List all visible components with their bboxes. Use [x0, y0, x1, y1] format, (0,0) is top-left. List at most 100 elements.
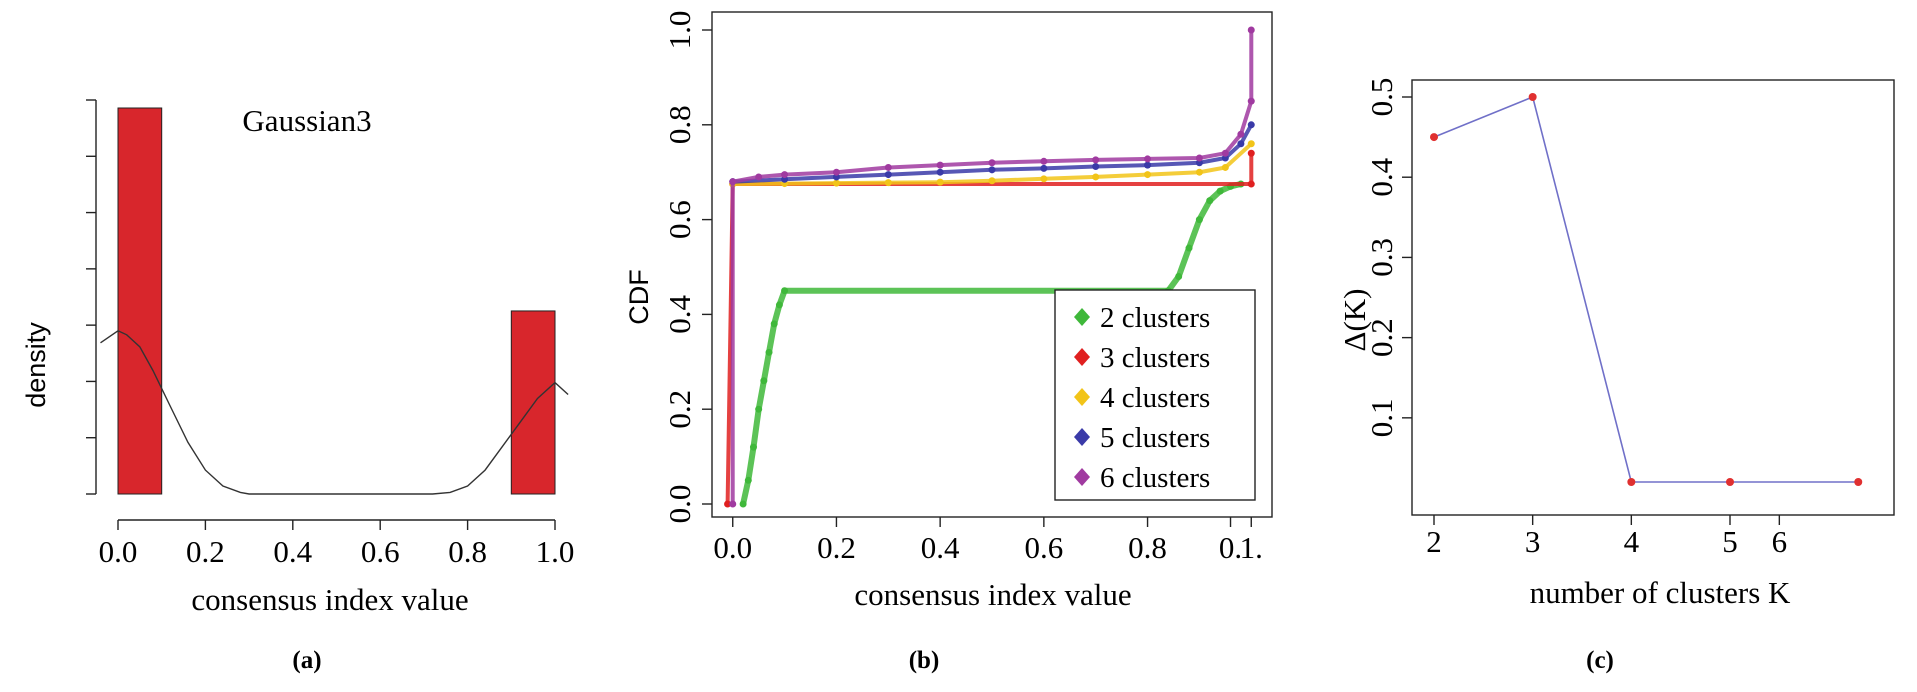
- panel-c-ytick-label-0: 0.1: [1364, 398, 1399, 437]
- panel-a-label: (a): [292, 647, 321, 674]
- panel-c-plot-frame: [1411, 79, 1895, 516]
- panel-c-point-3: [1726, 478, 1734, 486]
- panel-b-point-2-4: [936, 178, 944, 186]
- panel-c-xtick-label-2: 4: [1624, 524, 1640, 559]
- panel-b-xtick-label-4: 0.8: [1128, 530, 1167, 565]
- panel-b-legend-label-2: 4 clusters: [1100, 382, 1210, 414]
- panel-b-point-3-3: [884, 171, 892, 179]
- panel-b-point-4-11: [1195, 154, 1203, 162]
- panel-b-point-3-8: [1144, 161, 1152, 169]
- panel-c-ylabel: Δ(K): [1337, 289, 1372, 352]
- panel-b-point-4-2: [755, 173, 763, 181]
- panel-a-title: Gaussian3: [242, 103, 371, 138]
- panel-b-point-3-7: [1092, 163, 1100, 171]
- panel-b-legend-box: [1054, 289, 1256, 501]
- panel-c-xtick-label-3: 5: [1722, 524, 1738, 559]
- panel-b-y-ticks: 0.0 0.2 0.4 0.6 0.8 1.0: [662, 11, 712, 524]
- panel-b-series: [724, 26, 1255, 508]
- panel-b-point-4-10: [1144, 155, 1152, 163]
- panel-b-ytick-label-3: 0.6: [662, 200, 697, 239]
- panel-b-legend-label-0: 2 clusters: [1100, 302, 1210, 334]
- panel-b-ytick-label-4: 0.8: [662, 105, 697, 144]
- panel-a-xtick-label-5: 1.0: [536, 534, 575, 569]
- panel-b-point-4-6: [936, 161, 944, 169]
- panel-b-point-0-5: [765, 348, 773, 356]
- panel-b-point-2-6: [1040, 175, 1048, 183]
- panel-a-bars: [117, 107, 556, 495]
- panel-b-point-3-4: [936, 168, 944, 176]
- panel-b-xtick-label-6: 1.: [1240, 530, 1263, 565]
- panel-b-point-3-5: [988, 166, 996, 174]
- panel-b-point-1-3: [1247, 149, 1255, 157]
- panel-b-xtick-label-5: 0.: [1219, 530, 1242, 565]
- panel-a-bar-1: [510, 310, 556, 495]
- panel-a-xtick-label-0: 0.0: [99, 534, 138, 569]
- panel-c-ytick-label-2: 0.3: [1364, 238, 1399, 277]
- panel-c-line: [1433, 95, 1859, 483]
- panel-a-xlabel: consensus index value: [191, 582, 468, 617]
- panel-b-series-line-4: [730, 30, 1254, 504]
- panel-b-series-line-2: [732, 142, 1253, 186]
- panel-b-xtick-label-0: 0.0: [713, 530, 752, 565]
- panel-a-y-ticks: [86, 99, 96, 495]
- panel-b-point-2-7: [1092, 173, 1100, 181]
- panel-b-point-1-2: [1247, 180, 1255, 188]
- panel-b-point-0-2: [749, 443, 757, 451]
- panel-a-xtick-label-2: 0.4: [273, 534, 312, 569]
- panel-c-point-2: [1627, 478, 1636, 486]
- panel-a-xtick-label-3: 0.6: [361, 534, 400, 569]
- panel-c-ytick-label-1: 0.2: [1364, 318, 1399, 357]
- panel-b-legend-label-1: 3 clusters: [1100, 342, 1210, 374]
- panel-b-point-2-3: [884, 179, 892, 187]
- panel-b-point-4-1: [729, 178, 737, 186]
- panel-b-xtick-label-3: 0.6: [1024, 530, 1063, 565]
- panel-b-point-3-11: [1237, 140, 1245, 148]
- panel-b-ytick-label-5: 1.0: [662, 11, 697, 50]
- panel-b-legend-label-4: 6 clusters: [1100, 462, 1210, 494]
- panel-b-plot-frame: [711, 11, 1273, 518]
- panel-b-xtick-label-1: 0.2: [817, 530, 856, 565]
- panel-c-point-0: [1430, 133, 1438, 142]
- panel-c-ytick-label-4: 0.5: [1364, 78, 1399, 117]
- panel-c-point-4: [1854, 478, 1863, 486]
- panel-b-point-2-8: [1144, 171, 1152, 179]
- panel-c-point-1: [1528, 93, 1537, 101]
- panel-b-x-ticks: 0.0 0.2 0.4 0.6 0.8 0.1.: [713, 517, 1263, 565]
- panel-b-ytick-label-2: 0.4: [662, 295, 697, 334]
- panel-b-point-4-12: [1221, 149, 1229, 157]
- panel-c-ytick-label-3: 0.4: [1364, 157, 1399, 196]
- panel-a-histogram: Gaussian3 0.0 0.2 0.4 0.6 0.8 1.0 consensus i…: [21, 99, 575, 674]
- panel-b-ylabel: CDF: [624, 269, 654, 325]
- panel-b-point-0-6: [770, 320, 778, 328]
- panel-b-point-2-9: [1195, 168, 1203, 176]
- panel-b-point-3-6: [1040, 164, 1048, 172]
- panel-b-ytick-label-1: 0.2: [662, 390, 697, 429]
- panel-c-xtick-label-0: 2: [1426, 524, 1442, 559]
- panel-b-point-0-14: [1216, 187, 1224, 195]
- panel-b-point-4-13: [1237, 130, 1245, 138]
- panel-b-ytick-label-0: 0.0: [662, 485, 697, 524]
- panel-b-label: (b): [909, 647, 940, 674]
- panel-c-label: (c): [1586, 647, 1614, 674]
- panel-b-point-0-7: [775, 301, 783, 309]
- panel-a-x-ticks: 0.0 0.2 0.4 0.6 0.8 1.0: [99, 520, 575, 569]
- panel-b-cdf: 0.0 0.2 0.4 0.6 0.8 1.0 0.0 0.2 0.4 0.6 0.8 0.1. 2…: [624, 11, 1273, 674]
- panel-b-point-2-10: [1221, 163, 1229, 171]
- panel-b-point-2-2: [832, 179, 840, 187]
- panel-b-legend-marker-1: [1074, 348, 1090, 366]
- panel-b-point-4-4: [832, 168, 840, 176]
- panel-b-point-2-5: [988, 177, 996, 185]
- panel-c-y-ticks: 0.1 0.2 0.3 0.4 0.5: [1364, 78, 1412, 437]
- panel-b-legend-marker-3: [1074, 428, 1090, 446]
- panel-b-legend-marker-2: [1074, 388, 1090, 406]
- panel-c-series: [1430, 93, 1863, 486]
- panel-b-point-0-8: [781, 287, 789, 295]
- panel-b-point-0-3: [755, 405, 763, 413]
- panel-b-point-4-15: [1247, 26, 1255, 34]
- panel-a-density-curve: [100, 329, 569, 495]
- panel-b-point-0-13: [1206, 197, 1214, 205]
- panel-b-point-4-3: [781, 171, 789, 179]
- panel-b-xtick-label-2: 0.4: [921, 530, 960, 565]
